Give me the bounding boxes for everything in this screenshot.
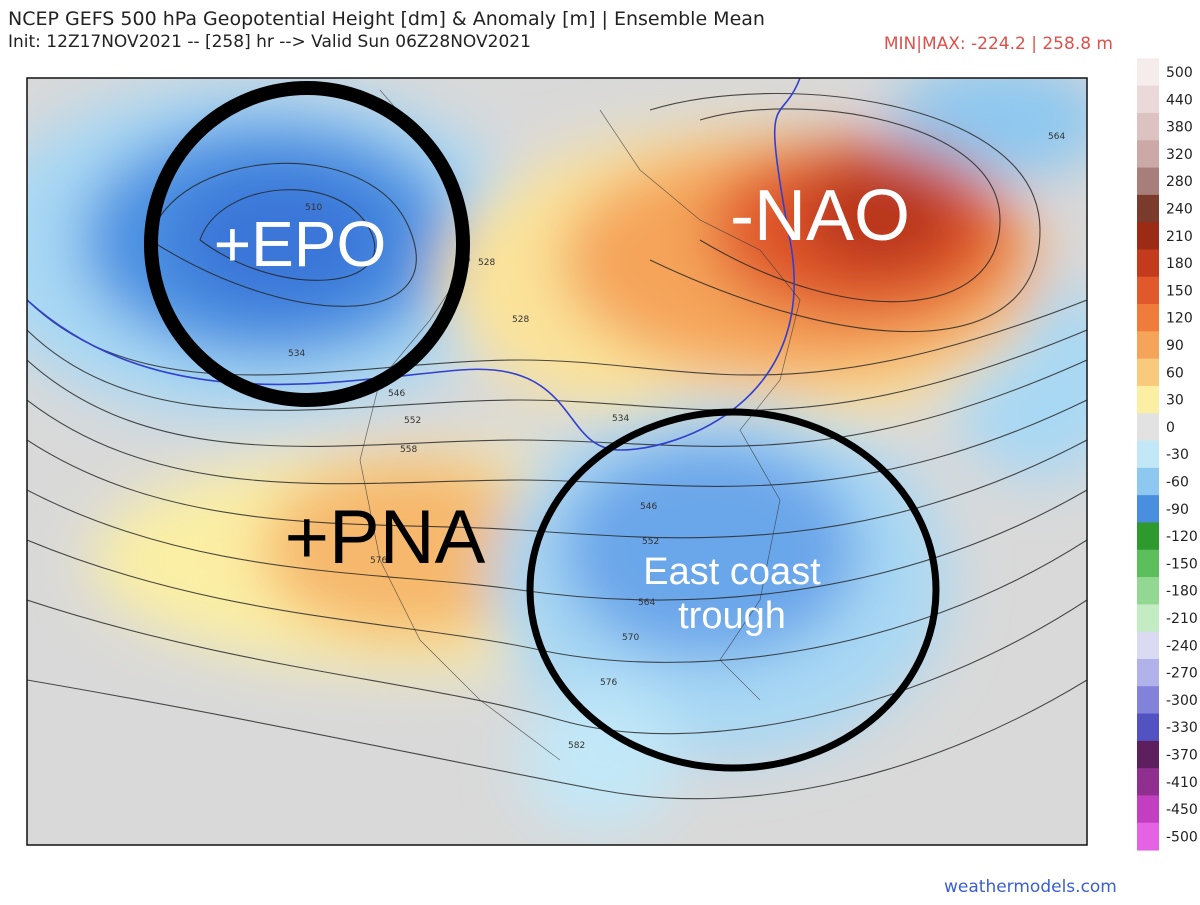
colorbar-label: 120 [1166,311,1193,327]
colorbar-swatch [1137,686,1159,715]
colorbar-swatch [1137,413,1159,442]
colorbar-label: -30 [1166,447,1189,463]
contour-label: 570 [622,633,639,643]
colorbar-swatch [1137,577,1159,605]
colorbar-label: -300 [1166,693,1198,709]
map-title: NCEP GEFS 500 hPa Geopotential Height [d… [8,8,765,30]
colorbar-label: 280 [1166,174,1193,190]
colorbar-label: 30 [1166,393,1184,409]
colorbar-label: 0 [1166,420,1175,436]
colorbar-label: -60 [1166,475,1189,491]
contour-label: 582 [568,741,585,751]
colorbar-label: 320 [1166,147,1193,163]
contour-label: 564 [638,598,655,608]
colorbar-label: -450 [1166,802,1198,818]
colorbar-label: 500 [1166,65,1193,81]
contour-label: 528 [478,258,495,268]
contour-label: 534 [612,414,629,424]
colorbar-swatch [1137,658,1159,687]
colorbar-swatch [1137,249,1159,278]
colorbar-swatch [1137,358,1159,387]
colorbar-swatch [1137,385,1159,414]
map-subtitle: Init: 12Z17NOV2021 -- [258] hr --> Valid… [8,32,531,52]
colorbar-swatch [1137,768,1159,796]
colorbar-swatch [1137,112,1159,141]
colorbar-swatch [1137,549,1159,578]
colorbar-label: -210 [1166,611,1198,627]
contour-label: 510 [305,203,322,213]
epo-circle [144,81,470,407]
contour-label: 534 [288,349,305,359]
colorbar-swatch [1137,822,1159,851]
colorbar-swatch [1137,522,1159,551]
colorbar-label: -270 [1166,666,1198,682]
colorbar-swatch [1137,440,1159,469]
colorbar-swatch [1137,467,1159,496]
colorbar-swatch [1137,140,1159,169]
contour-label: 546 [640,502,657,512]
colorbar-swatch [1137,194,1159,223]
annotation: East coast trough [643,551,821,637]
colorbar-label: -500 [1166,829,1198,845]
colorbar-label: -240 [1166,638,1198,654]
colorbar-swatch [1137,604,1159,633]
colorbar-label: 210 [1166,229,1193,245]
contour-label: 552 [642,537,659,547]
trough-circle [526,408,940,772]
colorbar-swatch [1137,331,1159,360]
contour-label: 528 [512,315,529,325]
colorbar-swatch [1137,795,1159,824]
annotation: +PNA [284,495,486,580]
colorbar-label: -120 [1166,529,1198,545]
colorbar-label: 90 [1166,338,1184,354]
annotation: -NAO [730,176,910,256]
map-field: 510 528 528 534 546 552 558 576 534 564 … [27,78,1087,845]
colorbar-swatch [1137,222,1159,250]
colorbar-label: 380 [1166,120,1193,136]
colorbar-label: 180 [1166,256,1193,272]
colorbar-label: -330 [1166,720,1198,736]
colorbar-label: -150 [1166,556,1198,572]
contour-label: 576 [370,556,387,566]
colorbar-swatch [1137,167,1159,196]
source: weathermodels.com [944,877,1117,897]
colorbar: 500 440 380 320 280 240 210 180 150 120 90 60 30 0 -30… [1137,58,1198,851]
colorbar-swatch [1137,495,1159,523]
colorbar-swatch [1137,304,1159,332]
contour-label: 552 [404,416,421,426]
colorbar-label: -180 [1166,584,1198,600]
colorbar-swatch [1137,85,1159,114]
colorbar-label: -90 [1166,502,1189,518]
colorbar-label: 240 [1166,202,1193,218]
colorbar-label: 150 [1166,283,1193,299]
contour-label: 558 [400,445,417,455]
min-max: MIN|MAX: -224.2 | 258.8 m [883,34,1113,54]
colorbar-swatch [1137,631,1159,660]
colorbar-label: -410 [1166,775,1198,791]
colorbar-swatch [1137,58,1159,87]
colorbar-label: 440 [1166,92,1193,108]
colorbar-swatch [1137,713,1159,742]
contour-label: 546 [388,389,405,399]
colorbar-label: 60 [1166,365,1184,381]
colorbar-swatch [1137,740,1159,769]
contour-label: 576 [600,678,617,688]
colorbar-swatch [1137,276,1159,305]
colorbar-label: -370 [1166,748,1198,764]
annotation: +EPO [213,208,387,280]
contour-label: 564 [1048,132,1065,142]
